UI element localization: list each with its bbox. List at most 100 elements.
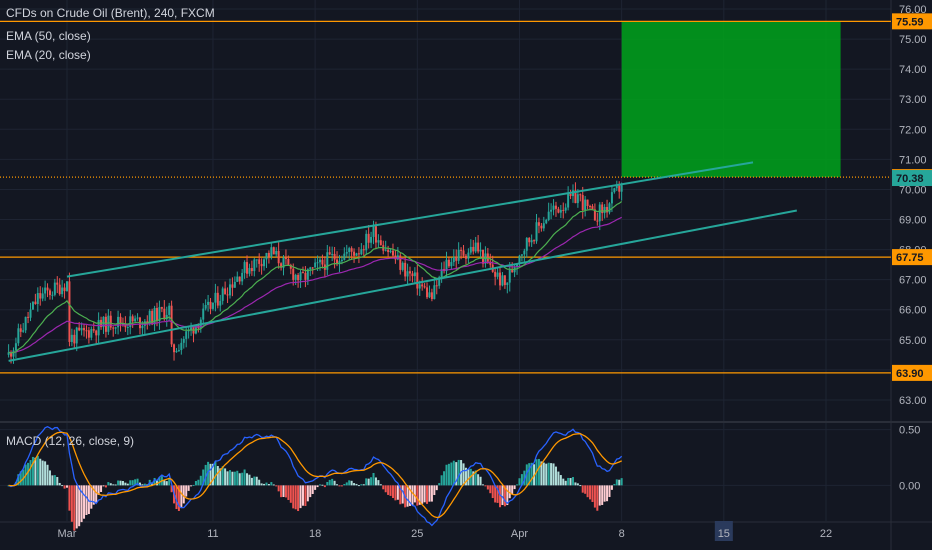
candle-body <box>340 259 343 262</box>
macd-histogram-bar <box>75 485 78 529</box>
ema20-legend[interactable]: EMA (20, close) <box>6 48 91 62</box>
macd-histogram-bar <box>520 474 523 486</box>
candle-body <box>564 207 567 211</box>
candle-body <box>421 284 424 287</box>
macd-histogram-bar <box>547 462 550 486</box>
candle-body <box>355 253 358 256</box>
macd-histogram-bar <box>357 485 360 487</box>
macd-histogram-bar <box>138 482 141 486</box>
level-63.90-tag <box>892 364 932 381</box>
candle-body <box>46 287 49 291</box>
candle-body <box>545 219 548 224</box>
macd-histogram-bar <box>168 478 171 486</box>
macd-histogram-bar <box>374 477 377 486</box>
macd-histogram-bar <box>31 456 34 486</box>
horizontal-levels[interactable] <box>0 20 891 374</box>
macd-histogram-bar <box>457 459 460 486</box>
signal-line <box>8 431 622 519</box>
price-tick-label: 72.00 <box>899 124 927 136</box>
candle-body <box>51 294 54 296</box>
candle-body <box>148 310 151 325</box>
candle-body <box>557 208 560 213</box>
macd-histogram-bar <box>606 485 609 502</box>
candle-body <box>445 259 448 272</box>
candle-body <box>231 284 234 288</box>
macd-histogram-bar <box>233 471 236 486</box>
macd-histogram-bar <box>136 478 139 486</box>
macd-histogram-bar <box>29 460 32 486</box>
candle-body <box>255 259 258 261</box>
candle-body <box>326 252 329 270</box>
macd-histogram-bar <box>345 482 348 486</box>
candle-body <box>129 316 132 328</box>
candle-body <box>243 262 246 273</box>
candle-body <box>292 268 295 280</box>
macd-histogram-bar <box>221 466 224 486</box>
macd-pane <box>7 425 623 531</box>
candle-body <box>489 261 492 265</box>
macd-histogram-bar <box>406 485 409 507</box>
macd-histogram-bar <box>187 485 190 491</box>
macd-line <box>8 425 623 527</box>
candle-body <box>190 327 193 330</box>
macd-histogram-bar <box>389 485 392 496</box>
macd-histogram-bar <box>552 463 555 486</box>
macd-tick-label: 0.50 <box>899 425 920 437</box>
macd-histogram-bar <box>593 485 596 508</box>
macd-histogram-bar <box>391 485 394 499</box>
macd-histogram-bar <box>355 483 358 486</box>
candle-body <box>460 249 463 251</box>
candle-body <box>289 264 292 269</box>
macd-histogram-bar <box>479 476 482 486</box>
last-price-tag-label: 70.38 <box>896 173 924 185</box>
macd-histogram-bar <box>613 483 616 486</box>
macd-histogram-bar <box>228 470 231 486</box>
candle-body <box>523 250 526 255</box>
candle-body <box>31 301 34 310</box>
macd-histogram-bar <box>211 463 214 486</box>
chart-title[interactable]: CFDs on Crude Oil (Brent), 240, FXCM <box>6 6 215 20</box>
macd-histogram-bar <box>214 461 217 486</box>
macd-histogram-bar <box>367 478 370 486</box>
candle-body <box>411 273 414 277</box>
macd-histogram-bar <box>246 473 249 486</box>
macd-histogram-bar <box>523 470 526 486</box>
candle-body <box>58 284 61 295</box>
candle-body <box>338 261 341 265</box>
candle-body <box>117 316 120 328</box>
macd-histogram-bar <box>27 462 30 486</box>
macd-histogram-bar <box>41 460 44 486</box>
candle-body <box>280 263 283 268</box>
candle-body <box>508 269 511 283</box>
macd-histogram-bar <box>530 462 533 486</box>
candle-body <box>367 233 370 243</box>
trend-channel[interactable] <box>8 161 797 362</box>
macd-histogram-bar <box>112 484 115 486</box>
macd-histogram-bar <box>564 480 567 486</box>
macd-histogram-bar <box>231 471 234 486</box>
macd-histogram-bar <box>455 462 458 486</box>
macd-histogram-bar <box>321 484 324 486</box>
candle-body <box>7 352 10 355</box>
candle-body <box>333 253 336 260</box>
candle-body <box>477 242 480 252</box>
macd-histogram-bar <box>501 485 504 506</box>
candle-body <box>516 263 519 268</box>
macd-histogram-bar <box>323 485 326 488</box>
candle-body <box>202 308 205 320</box>
macd-histogram-bar <box>90 485 93 509</box>
macd-histogram-bar <box>182 485 185 504</box>
macd-legend[interactable]: MACD (12, 26, close, 9) <box>6 434 135 448</box>
candle-body <box>598 204 601 222</box>
macd-histogram-bar <box>129 480 132 486</box>
candle-body <box>41 293 44 299</box>
candle-body <box>272 247 275 255</box>
candle-body <box>36 293 39 304</box>
candle-body <box>39 293 42 299</box>
macd-histogram-bar <box>277 485 280 492</box>
macd-histogram-bar <box>430 485 433 502</box>
price-tick-label: 65.00 <box>899 335 927 347</box>
candle-body <box>95 330 98 336</box>
ema50-legend[interactable]: EMA (50, close) <box>6 29 91 43</box>
